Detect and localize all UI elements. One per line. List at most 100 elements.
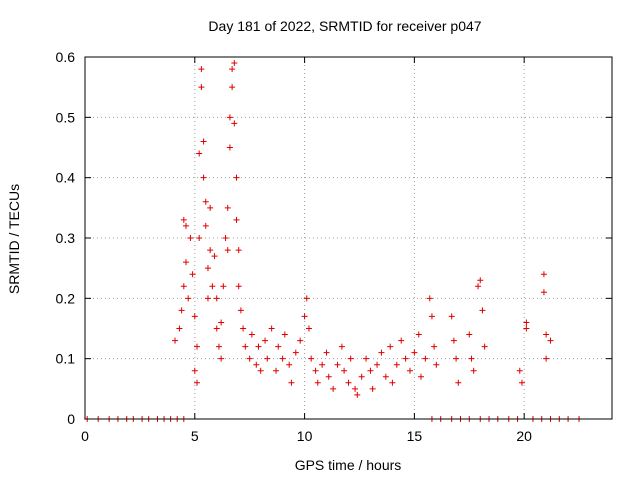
data-point [237,307,244,314]
chart-title: Day 181 of 2022, SRMTID for receiver p04… [208,18,481,34]
y-tick-label: 0.3 [56,230,76,246]
y-tick-label: 0.2 [56,290,76,306]
data-point [246,355,253,362]
data-point [204,265,211,272]
data-point [204,295,211,302]
data-point [262,337,269,344]
data-point [523,319,530,326]
data-point [428,313,435,320]
data-point [180,216,187,223]
data-point [345,379,352,386]
data-point [191,367,198,374]
data-point [191,313,198,320]
data-point [257,367,264,374]
data-point [235,283,242,290]
data-point [387,343,394,350]
data-point [468,355,475,362]
data-point [325,373,332,380]
data-point [281,331,288,338]
data-point [382,373,389,380]
data-point [222,235,229,241]
data-point [402,355,409,362]
data-point [547,337,554,344]
data-point [275,343,282,350]
data-point [198,66,205,73]
data-point [543,355,550,362]
data-point [422,355,429,362]
data-point [288,379,295,386]
data-point [218,319,225,326]
data-point [543,331,550,338]
y-axis-label: SRMTID / TECUs [6,184,22,294]
data-point [479,307,486,314]
data-point [178,307,185,314]
data-point [466,331,473,338]
data-point [200,138,207,145]
data-point [431,343,438,350]
data-point [406,367,413,374]
data-point [200,174,207,181]
data-point [426,295,433,302]
data-point [180,283,187,290]
tick-labels: 0 5 10 15 20 0 0.1 0.2 0.3 0.4 0.5 0.6 [56,49,533,444]
data-point [453,355,460,362]
data-point [242,343,249,350]
data-point [224,247,231,254]
data-point [347,355,354,362]
data-point [193,379,200,386]
data-point [185,295,192,302]
data-point [231,60,238,67]
data-point [319,361,326,368]
data-point [211,253,218,260]
data-point [233,216,240,223]
data-point [229,84,236,91]
data-point [301,313,308,320]
data-point [352,385,359,392]
data-point [338,343,345,350]
data-point [213,325,220,332]
data-point [477,277,484,284]
data-point [198,84,205,91]
x-tick-label: 5 [191,428,199,444]
data-point [189,271,196,278]
data-point [323,349,330,356]
x-tick-label: 20 [516,428,532,444]
x-axis-label: GPS time / hours [295,457,402,473]
data-point [273,367,280,374]
data-point [209,283,216,290]
data-point [448,313,455,320]
data-point [207,204,214,211]
grid [85,57,612,419]
data-point [183,259,190,266]
data-point [286,361,293,368]
data-point [196,150,203,157]
data-point [518,379,525,386]
data-point [378,349,385,356]
data-point [369,385,376,392]
data-point [470,367,477,374]
data-point [341,367,348,374]
data-point [233,174,240,181]
y-tick-label: 0 [67,411,75,427]
data-point [202,222,209,229]
x-tick-label: 10 [297,428,313,444]
data-point [481,343,488,350]
x-tick-label: 0 [81,428,89,444]
data-point [314,379,321,386]
data-point [305,325,312,332]
data-point [176,325,183,332]
data-point [196,235,203,241]
data-point [354,391,361,398]
data-point [213,295,220,302]
data-point [358,373,365,380]
data-point [330,385,337,392]
data-point [389,379,396,386]
y-tick-label: 0.4 [56,170,76,186]
data-point [264,355,271,362]
y-tick-label: 0.1 [56,351,76,367]
data-point [202,198,209,205]
y-tick-label: 0.5 [56,109,76,125]
data-point [455,379,462,386]
data-points [84,60,583,422]
data-point [363,355,370,362]
